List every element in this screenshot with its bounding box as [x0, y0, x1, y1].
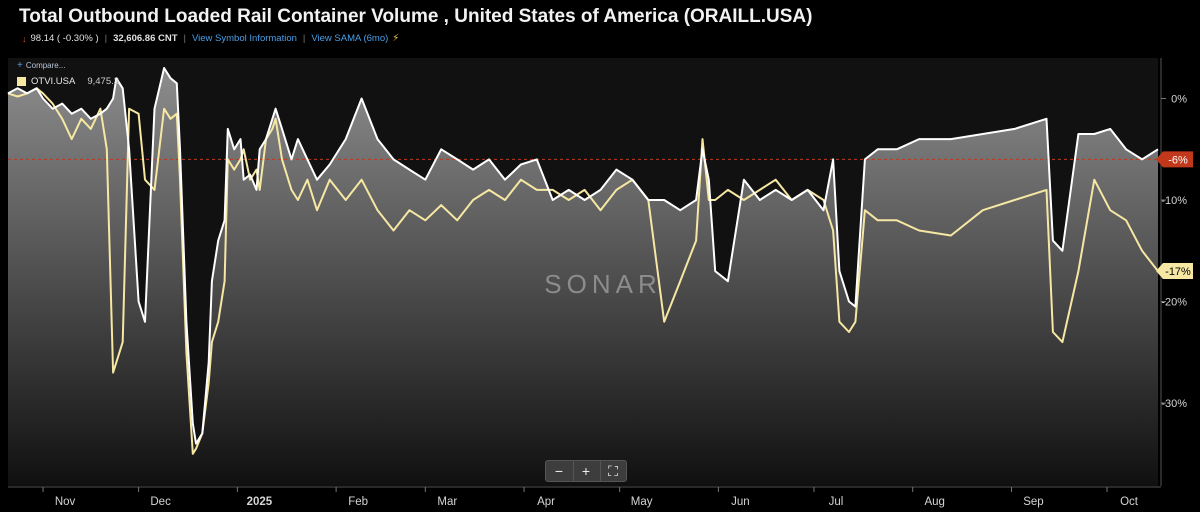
last-value-badge: -6%	[1156, 151, 1193, 168]
x-tick-label: Sep	[1023, 496, 1043, 508]
badge-label: -17%	[1165, 266, 1191, 278]
x-tick-label: Jul	[829, 496, 844, 508]
x-tick-label: May	[631, 496, 653, 508]
x-tick-label: Aug	[924, 496, 944, 508]
chart-title: Total Outbound Loaded Rail Container Vol…	[19, 6, 813, 27]
y-tick-label: -10%	[1161, 195, 1187, 207]
plus-icon: +	[17, 60, 23, 71]
y-tick-label: -30%	[1161, 398, 1187, 410]
legend-series-name: OTVI.USA	[31, 76, 76, 87]
divider: |	[183, 33, 186, 44]
zoom-in-button[interactable]: +	[573, 461, 598, 481]
sonar-watermark: SONAR	[544, 269, 661, 299]
badge-label: -6%	[1168, 154, 1188, 166]
zoom-controls: − + ⛶	[545, 460, 627, 482]
lightning-icon[interactable]: ⚡	[392, 33, 400, 44]
legend-swatch	[17, 77, 26, 86]
compare-label: Compare...	[25, 61, 66, 70]
x-tick-label: Nov	[55, 496, 76, 508]
badge-shape	[1156, 263, 1193, 280]
change-value: 98.14 ( -0.30% )	[30, 33, 99, 44]
compare-button[interactable]: + Compare...	[17, 60, 65, 71]
current-value: 32,606.86 CNT	[113, 33, 178, 44]
symbol-info-bar: ↓ 98.14 ( -0.30% ) | 32,606.86 CNT | Vie…	[22, 33, 399, 44]
down-arrow-icon: ↓	[22, 33, 27, 44]
x-tick-label: Apr	[537, 496, 555, 508]
primary-series-area	[8, 68, 1158, 486]
x-axis: Nov Dec 2025 Feb Mar Apr May Jun Jul Aug Sep Oct	[42, 487, 1139, 508]
legend-series-value: 9,475.3	[87, 76, 120, 87]
x-tick-label: 2025	[247, 496, 273, 508]
divider: |	[302, 33, 306, 44]
fit-screen-icon[interactable]: ⛶	[600, 461, 625, 481]
badge-shape	[1156, 151, 1193, 168]
divider: |	[104, 33, 108, 44]
x-tick-label: Oct	[1120, 496, 1139, 508]
y-tick-label: 0%	[1171, 94, 1187, 106]
secondary-series-line	[7, 87, 1159, 455]
view-sama-link[interactable]: View SAMA (6mo)	[311, 33, 389, 44]
last-value-badges: -6% -17%	[1156, 151, 1193, 280]
x-tick-label: Jun	[731, 496, 750, 508]
legend-item[interactable]: OTVI.USA 9,475.3	[17, 76, 119, 87]
x-tick-label: Feb	[348, 496, 368, 508]
x-tick-label: Dec	[150, 496, 171, 508]
y-tick-label: -20%	[1161, 297, 1187, 309]
x-tick-label: Mar	[437, 496, 457, 508]
primary-series-line	[7, 67, 1159, 445]
view-symbol-information-link[interactable]: View Symbol Information	[192, 33, 297, 44]
y-axis: 0% -10% -20% -30%	[1161, 94, 1187, 410]
zoom-out-button[interactable]: −	[554, 463, 564, 479]
last-value-badge: -17%	[1156, 263, 1193, 280]
